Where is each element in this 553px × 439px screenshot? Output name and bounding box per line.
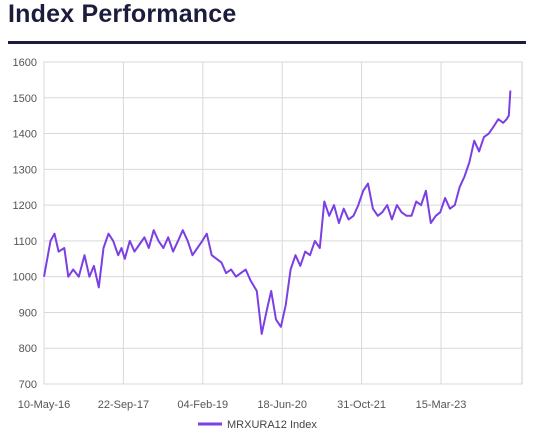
y-tick-label: 1000: [13, 272, 37, 284]
y-axis: 1600 1500 1400 1300 1200 1100 1000 900 800 700: [13, 57, 37, 391]
y-tick-label: 800: [19, 343, 37, 355]
title-divider: [8, 41, 526, 44]
y-tick-label: 700: [19, 379, 37, 391]
y-tick-label: 1400: [13, 129, 37, 141]
x-tick-label: 31-Oct-21: [337, 399, 386, 411]
x-tick-label: 22-Sep-17: [98, 399, 149, 411]
page-title: Index Performance: [8, 0, 237, 28]
y-tick-label: 1200: [13, 200, 37, 212]
legend: MRXURA12 Index: [198, 419, 317, 431]
grid-lines: [43, 61, 522, 385]
y-tick-label: 1600: [13, 57, 37, 69]
x-tick-label: 10-May-16: [18, 399, 71, 411]
x-tick-label: 15-Mar-23: [416, 399, 467, 411]
plot-frame: [43, 61, 523, 385]
x-tick-label: 18-Jun-20: [257, 399, 307, 411]
y-tick-label: 900: [19, 307, 37, 319]
y-tick-label: 1100: [13, 236, 37, 248]
x-axis: 10-May-16 22-Sep-17 04-Feb-19 18-Jun-20 31-O…: [18, 399, 467, 411]
x-tick-label: 04-Feb-19: [177, 399, 228, 411]
y-tick-label: 1300: [13, 164, 37, 176]
y-tick-label: 1500: [13, 93, 37, 105]
legend-label: MRXURA12 Index: [227, 419, 317, 431]
series-line-0: [43, 90, 512, 335]
series-layer: [43, 90, 512, 335]
